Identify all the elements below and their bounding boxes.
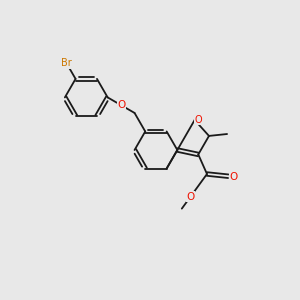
Text: O: O bbox=[117, 100, 126, 110]
Text: O: O bbox=[194, 115, 202, 125]
Text: O: O bbox=[186, 192, 195, 202]
Text: Br: Br bbox=[61, 58, 72, 68]
Text: O: O bbox=[230, 172, 238, 182]
